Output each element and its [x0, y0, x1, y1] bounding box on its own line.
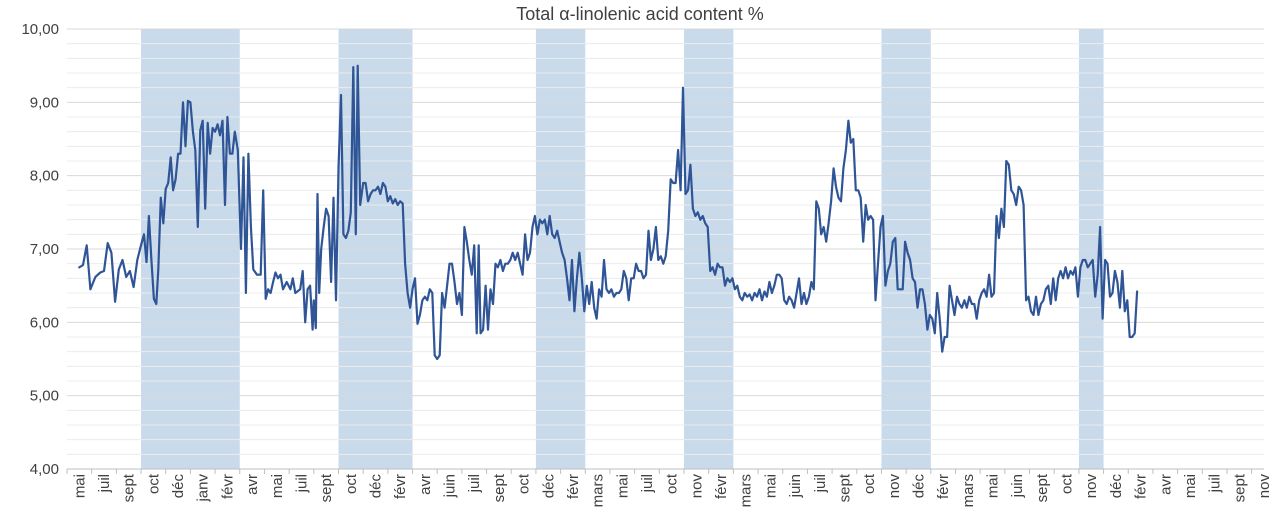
x-tick-label: juil [639, 474, 656, 493]
x-tick-label: déc [540, 474, 557, 499]
x-tick-label: mars [590, 474, 607, 507]
x-tick-label: déc [1108, 474, 1125, 499]
x-tick-label: nov [688, 474, 705, 499]
x-tick-label: déc [910, 474, 927, 499]
x-tick-label: nov [1083, 474, 1100, 499]
x-tick-label: juil [1207, 474, 1224, 493]
x-tick-label: oct [1059, 473, 1076, 494]
x-tick-label: oct [343, 473, 360, 494]
x-tick-label: janv [195, 474, 212, 503]
x-tick-label: avr [417, 474, 434, 495]
x-tick-label: sept [1231, 473, 1248, 502]
x-tick-label: févr [713, 474, 730, 499]
x-tick-label: sept [836, 473, 853, 502]
x-tick-label: juin [787, 474, 804, 498]
x-tick-label: juin [442, 474, 459, 498]
x-tick-label: sept [318, 473, 335, 502]
x-tick-label: févr [935, 474, 952, 499]
x-tick-label: oct [516, 473, 533, 494]
series-line-0 [78, 64, 1139, 361]
x-tick-label: nov [1256, 474, 1273, 499]
x-tick-label: oct [664, 473, 681, 494]
chart-title: Total α-linolenic acid content % [516, 4, 764, 24]
y-axis: 4,00 5,00 6,00 7,00 8,00 9,00 10,00 [21, 21, 59, 478]
y-tick-label: 10,00 [21, 21, 59, 38]
y-tick-label: 8,00 [30, 168, 59, 185]
x-tick-label: mars [738, 474, 755, 507]
y-tick-label: 6,00 [30, 314, 59, 331]
x-tick-label: déc [368, 474, 385, 499]
x-tick-label: oct [861, 473, 878, 494]
x-tick-label: sept [121, 473, 138, 502]
x-tick-label: mars [960, 474, 977, 507]
x-tick-label: sept [491, 473, 508, 502]
x-axis: mai juil sept oct déc janv févr avr mai juil sept o… [66, 469, 1273, 507]
x-tick-label: juil [466, 474, 483, 493]
x-tick-label: mai [614, 474, 631, 498]
x-tick-label: mai [269, 474, 286, 498]
y-tick-label: 5,00 [30, 388, 59, 405]
x-tick-label: févr [219, 474, 236, 499]
x-tick-label: mai [1182, 474, 1199, 498]
x-tick-label: mai [985, 474, 1002, 498]
x-tick-label: juil [812, 474, 829, 493]
x-tick-label: mai [762, 474, 779, 498]
x-tick-label: avr [1157, 474, 1174, 495]
y-tick-label: 4,00 [30, 461, 59, 478]
x-tick-label: févr [1133, 474, 1150, 499]
series-layer [78, 64, 1139, 361]
y-tick-label: 7,00 [30, 241, 59, 258]
x-tick-label: mai [71, 474, 88, 498]
gridlines [67, 28, 1264, 470]
x-tick-label: févr [392, 474, 409, 499]
x-tick-label: nov [886, 474, 903, 499]
x-tick-label: sept [1034, 473, 1051, 502]
y-tick-label: 9,00 [30, 94, 59, 111]
x-tick-label: avr [244, 474, 261, 495]
x-tick-label: juin [1009, 474, 1026, 498]
x-tick-label: juil [293, 474, 310, 493]
x-tick-label: déc [170, 474, 187, 499]
x-tick-label: oct [145, 473, 162, 494]
x-tick-label: juil [96, 474, 113, 493]
x-tick-label: févr [565, 474, 582, 499]
